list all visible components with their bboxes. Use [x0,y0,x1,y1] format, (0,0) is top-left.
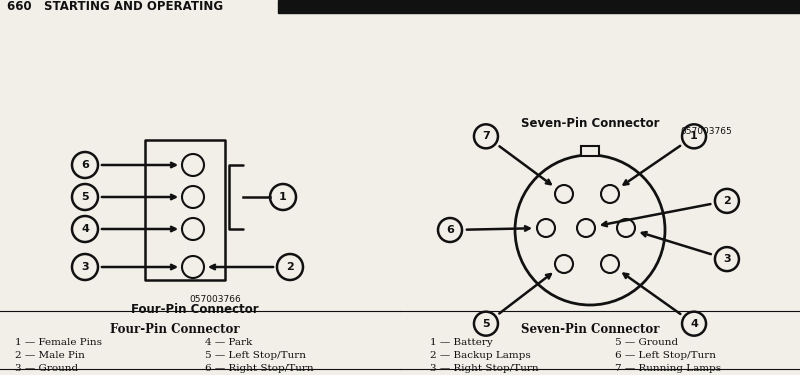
Text: 3 — Right Stop/Turn: 3 — Right Stop/Turn [430,364,538,373]
Text: 2: 2 [286,262,294,272]
Bar [145,140,225,280]
Circle shape [601,255,619,273]
Circle shape [182,186,204,208]
Text: 3 — Ground: 3 — Ground [15,364,78,373]
Text: 7: 7 [482,131,490,141]
Circle shape [555,255,573,273]
Text: 7 — Running Lamps: 7 — Running Lamps [615,364,721,373]
Text: 1 — Female Pins: 1 — Female Pins [15,338,102,347]
Circle shape [277,254,303,280]
Text: 4: 4 [690,319,698,328]
Circle shape [72,152,98,178]
Circle shape [601,185,619,203]
Text: Four-Pin Connector: Four-Pin Connector [131,303,259,316]
Text: 6 — Right Stop/Turn: 6 — Right Stop/Turn [205,364,314,373]
Circle shape [682,124,706,148]
Circle shape [182,154,204,176]
Circle shape [474,312,498,336]
Circle shape [537,219,555,237]
Bar [581,146,599,156]
Circle shape [577,219,595,237]
Circle shape [270,184,296,210]
Text: 1: 1 [279,192,287,202]
Text: Seven-Pin Connector: Seven-Pin Connector [521,117,659,130]
Circle shape [715,189,739,213]
Circle shape [182,218,204,240]
Circle shape [72,216,98,242]
Text: Seven-Pin Connector: Seven-Pin Connector [521,323,659,336]
Text: 5 — Left Stop/Turn: 5 — Left Stop/Turn [205,351,306,360]
Text: 2 — Male Pin: 2 — Male Pin [15,351,85,360]
Text: 5: 5 [81,192,89,202]
Text: 057003765: 057003765 [680,127,732,136]
Circle shape [182,256,204,278]
Text: 1: 1 [690,131,698,141]
Text: 5: 5 [482,319,490,328]
Text: 6: 6 [446,225,454,235]
Text: 3: 3 [81,262,89,272]
Text: 5 — Ground: 5 — Ground [615,338,678,347]
Bar [278,0,800,13]
Text: 4 — Park: 4 — Park [205,338,252,347]
Text: 2 — Backup Lamps: 2 — Backup Lamps [430,351,530,360]
Text: 6 — Left Stop/Turn: 6 — Left Stop/Turn [615,351,716,360]
Text: 057003766: 057003766 [189,295,241,304]
Text: 660   STARTING AND OPERATING: 660 STARTING AND OPERATING [7,0,223,13]
Circle shape [438,218,462,242]
Text: 4: 4 [81,224,89,234]
Text: 2: 2 [723,196,731,206]
Text: 6: 6 [81,160,89,170]
Circle shape [715,247,739,271]
Text: Four-Pin Connector: Four-Pin Connector [110,323,240,336]
Text: 3: 3 [723,254,730,264]
Circle shape [72,184,98,210]
Circle shape [474,124,498,148]
Circle shape [682,312,706,336]
Circle shape [617,219,635,237]
Circle shape [515,155,665,305]
Text: 1 — Battery: 1 — Battery [430,338,493,347]
Circle shape [555,185,573,203]
Circle shape [72,254,98,280]
